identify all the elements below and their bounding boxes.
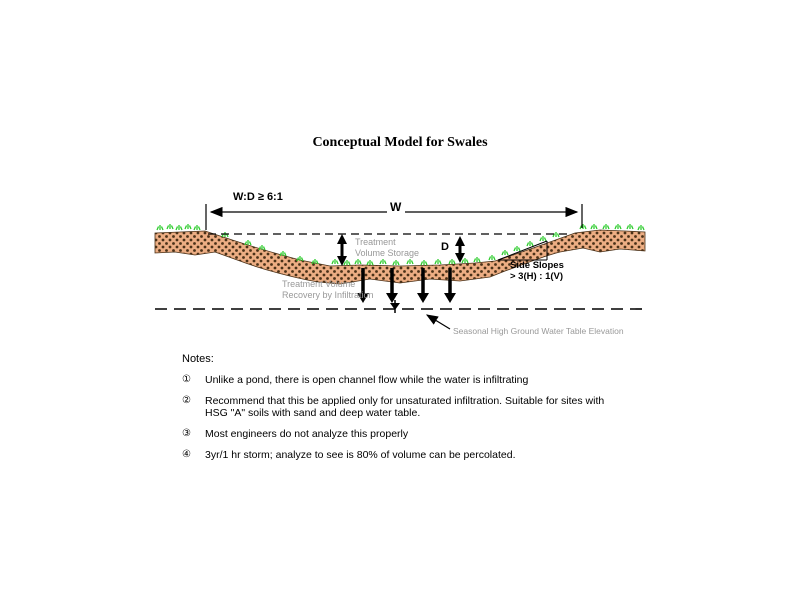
- storage-label-line2: Volume Storage: [355, 248, 419, 258]
- ratio-label: W:D ≥ 6:1: [233, 191, 283, 203]
- note-bullet-4: ④: [182, 449, 191, 460]
- note-item-2: ② Recommend that this be applied only fo…: [182, 395, 614, 419]
- storage-arrow: [337, 234, 347, 266]
- note-bullet-3: ③: [182, 428, 191, 439]
- note-bullet-2: ②: [182, 395, 191, 406]
- note-item-4: ④ 3yr/1 hr storm; analyze to see is 80% …: [182, 449, 614, 461]
- page-title: Conceptual Model for Swales: [312, 135, 488, 150]
- storage-label-line1: Treatment: [355, 237, 396, 247]
- depth-label: D: [441, 241, 449, 253]
- width-label: W: [390, 200, 402, 214]
- water-table-leader-arrow: [425, 314, 451, 330]
- water-table-symbol: [390, 300, 400, 313]
- width-label-backing: [387, 200, 405, 213]
- recovery-label-line2: Recovery by Infiltration: [282, 290, 374, 300]
- depth-arrow: [455, 236, 465, 263]
- water-table-label: Seasonal High Ground Water Table Elevati…: [453, 326, 624, 336]
- note-text-2: Recommend that this be applied only for …: [205, 395, 605, 419]
- note-item-1: ① Unlike a pond, there is open channel f…: [182, 374, 614, 386]
- side-slopes-label-line2: > 3(H) : 1(V): [510, 271, 563, 282]
- note-text-1: Unlike a pond, there is open channel flo…: [205, 374, 529, 386]
- notes-heading: Notes:: [182, 353, 214, 365]
- note-item-3: ③ Most engineers do not analyze this pro…: [182, 428, 614, 440]
- recovery-label-line1: Treatment Volume: [282, 279, 355, 289]
- notes-section: Notes: ① Unlike a pond, there is open ch…: [182, 353, 614, 470]
- side-slopes-label-line1: Side Slopes: [510, 260, 564, 271]
- note-text-4: 3yr/1 hr storm; analyze to see is 80% of…: [205, 449, 516, 461]
- side-slope-triangle: [497, 240, 548, 261]
- infiltration-arrows: [357, 268, 456, 303]
- note-text-3: Most engineers do not analyze this prope…: [205, 428, 409, 440]
- note-bullet-1: ①: [182, 374, 191, 385]
